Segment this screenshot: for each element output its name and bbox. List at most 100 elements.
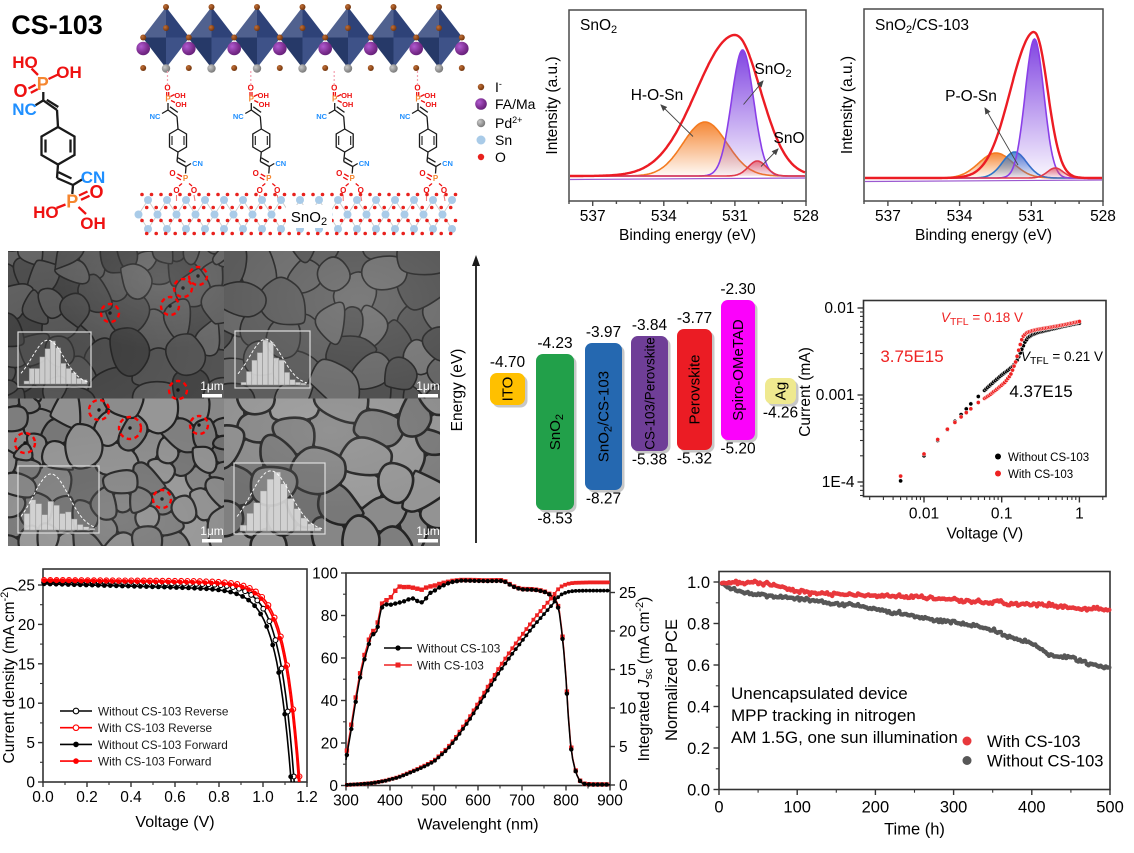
svg-text:0.1: 0.1 [991,506,1013,523]
svg-text:Sn: Sn [495,132,512,148]
svg-text:0.4: 0.4 [120,789,142,806]
svg-text:P: P [266,174,272,183]
svg-text:O: O [164,84,170,93]
svg-text:531: 531 [722,208,748,225]
svg-text:P: P [183,174,189,183]
svg-text:0.01: 0.01 [824,300,854,317]
svg-text:P-O-Sn: P-O-Sn [945,88,997,105]
svg-text:Voltage (V): Voltage (V) [946,526,1023,543]
svg-text:200: 200 [862,799,890,817]
svg-text:O: O [89,182,103,202]
svg-text:0.2: 0.2 [687,740,710,758]
svg-text:Without CS-103 Reverse: Without CS-103 Reverse [98,705,229,719]
svg-text:SnO2: SnO2 [291,209,327,228]
svg-text:O: O [253,169,259,178]
svg-text:Normalized PCE: Normalized PCE [663,619,681,741]
svg-text:20: 20 [18,617,36,634]
svg-text:Pd2+: Pd2+ [495,115,522,131]
svg-text:0.8: 0.8 [687,616,710,634]
svg-text:80: 80 [321,608,339,625]
svg-text:1μm: 1μm [200,524,224,538]
svg-text:O: O [336,169,342,178]
svg-text:-8.27: -8.27 [586,491,621,508]
svg-text:20: 20 [321,736,339,753]
svg-text:5: 5 [619,739,628,756]
svg-text:0.6: 0.6 [687,657,710,675]
svg-text:P: P [165,95,171,104]
svg-text:CN: CN [81,168,106,187]
svg-text:P: P [433,174,439,183]
svg-text:10: 10 [18,696,36,713]
svg-text:Integrated Jsc (mA cm-2): Integrated Jsc (mA cm-2) [634,597,655,762]
svg-text:Binding energy (eV): Binding energy (eV) [619,227,756,244]
svg-text:OH: OH [56,63,82,82]
svg-text:OH: OH [174,91,185,100]
svg-text:600: 600 [465,793,491,810]
svg-text:15: 15 [619,662,636,679]
svg-text:O: O [191,186,197,195]
svg-text:531: 531 [1018,208,1044,225]
svg-text:CS-103: CS-103 [11,10,103,40]
svg-text:FA/Ma: FA/Ma [495,96,536,112]
svg-text:O: O [169,169,175,178]
svg-text:O: O [248,84,254,93]
svg-text:0.6: 0.6 [164,789,186,806]
svg-text:OH: OH [80,214,106,233]
svg-text:OH: OH [342,100,353,109]
svg-text:Without CS-103: Without CS-103 [417,642,501,656]
svg-text:15: 15 [18,656,35,673]
svg-text:Without CS-103: Without CS-103 [1008,452,1089,464]
svg-text:P: P [415,95,421,104]
svg-text:AM 1.5G, one sun illumination: AM 1.5G, one sun illumination [731,728,958,747]
svg-text:VTFL = 0.18 V: VTFL = 0.18 V [941,310,1023,328]
svg-text:-3.97: -3.97 [586,324,621,341]
svg-text:HO: HO [33,203,59,222]
svg-text:Current (mA): Current (mA) [797,347,814,437]
svg-text:SnO2/CS-103: SnO2/CS-103 [875,17,969,36]
svg-text:534: 534 [651,208,677,225]
svg-text:O: O [441,186,447,195]
svg-text:5: 5 [26,735,35,752]
svg-text:With CS-103: With CS-103 [417,659,484,673]
svg-text:CN: CN [359,159,370,168]
svg-text:OH: OH [258,91,269,100]
svg-text:1.0: 1.0 [252,789,274,806]
svg-text:0: 0 [619,778,628,795]
svg-text:CS-103/Perovskite: CS-103/Perovskite [643,337,658,450]
svg-text:NC: NC [400,112,411,121]
svg-text:Intensity (a.u.): Intensity (a.u.) [839,56,856,154]
svg-text:I-: I- [495,79,502,95]
svg-text:Spiro-OMeTAD: Spiro-OMeTAD [730,319,747,421]
svg-text:NC: NC [316,112,327,121]
svg-text:0.8: 0.8 [208,789,230,806]
svg-text:3.75E15: 3.75E15 [880,347,943,366]
svg-text:VTFL = 0.21 V: VTFL = 0.21 V [1021,349,1103,367]
svg-text:SnO: SnO [773,130,804,147]
svg-text:NC: NC [150,112,161,121]
svg-text:Unencapsulated device: Unencapsulated device [731,684,908,703]
svg-text:O: O [340,186,346,195]
svg-text:ITO: ITO [500,377,517,402]
svg-text:0: 0 [329,778,338,795]
svg-text:-3.84: -3.84 [632,317,668,334]
svg-text:Voltage (V): Voltage (V) [135,814,214,831]
svg-text:Current density (mA cm-2): Current density (mA cm-2) [0,587,18,764]
svg-text:800: 800 [553,793,579,810]
svg-text:-5.38: -5.38 [632,452,667,469]
svg-text:500: 500 [421,793,447,810]
svg-text:1.0: 1.0 [687,574,710,592]
svg-text:534: 534 [947,208,973,225]
svg-text:O: O [13,81,27,101]
svg-text:SnO2: SnO2 [754,61,791,80]
svg-text:20: 20 [619,624,637,641]
svg-text:CN: CN [275,159,286,168]
svg-text:O: O [358,186,364,195]
svg-text:O: O [419,169,425,178]
svg-text:500: 500 [1096,799,1124,817]
svg-text:-4.26: -4.26 [763,405,798,422]
svg-text:OH: OH [175,100,186,109]
svg-text:10: 10 [619,701,637,718]
svg-text:400: 400 [377,793,403,810]
svg-text:P: P [249,95,255,104]
svg-text:0.2: 0.2 [76,789,98,806]
